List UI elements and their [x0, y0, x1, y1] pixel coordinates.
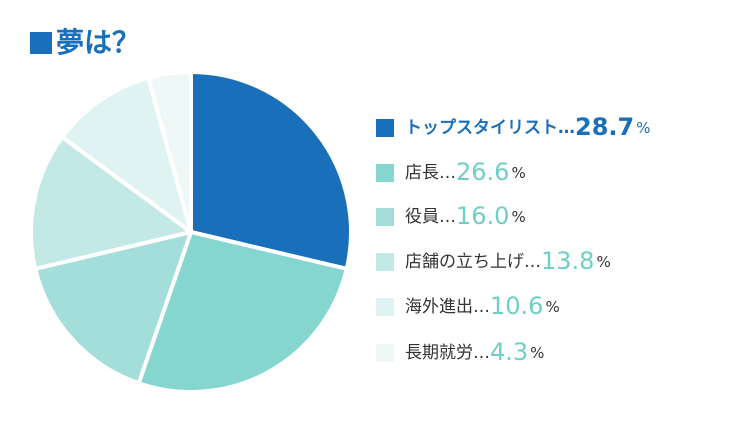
pie-slice: [29, 135, 193, 271]
pie-slice: [136, 230, 349, 394]
value-label: 16.0: [456, 202, 509, 230]
legend-swatch: [376, 298, 394, 316]
value-unit: %: [511, 164, 525, 182]
legend-label: 長期就労: [405, 343, 473, 363]
legend-separator: …: [439, 163, 456, 183]
chart-title: 夢は？: [56, 26, 140, 59]
legend-label: 海外進出: [405, 297, 473, 317]
value-label: 28.7: [575, 113, 634, 141]
legend-separator: …: [524, 252, 541, 272]
legend-swatch: [376, 253, 394, 271]
value-unit: %: [596, 253, 610, 271]
title-marker: [30, 32, 52, 54]
legend-label: 役員: [405, 207, 439, 227]
legend-entry: 店長…26.6%: [405, 158, 526, 186]
value-label: 13.8: [541, 247, 594, 275]
legend-label: 店舗の立ち上げ: [405, 252, 524, 272]
value-unit: %: [530, 344, 544, 362]
pie-slice: [146, 70, 193, 234]
legend-swatch: [376, 164, 394, 182]
legend-entry: トップスタイリスト…28.7%: [405, 113, 650, 141]
legend-swatch: [376, 119, 394, 137]
pie-slice: [189, 70, 353, 271]
value-unit: %: [545, 298, 559, 316]
legend-swatch: [376, 344, 394, 362]
legend-separator: …: [473, 343, 490, 363]
value-label: 4.3: [490, 338, 528, 366]
legend-label: 店長: [405, 163, 439, 183]
legend-entry: 海外進出…10.6%: [405, 292, 560, 320]
legend-separator: …: [558, 118, 575, 138]
legend-entry: 長期就労…4.3%: [405, 338, 544, 366]
legend-separator: …: [473, 297, 490, 317]
value-unit: %: [636, 119, 650, 137]
legend-swatch: [376, 208, 394, 226]
value-label: 26.6: [456, 158, 509, 186]
legend-label: トップスタイリスト: [405, 117, 558, 138]
legend-separator: …: [439, 207, 456, 227]
value-unit: %: [511, 208, 525, 226]
value-label: 10.6: [490, 292, 543, 320]
legend-entry: 店舗の立ち上げ…13.8%: [405, 247, 611, 275]
legend-entry: 役員…16.0%: [405, 202, 526, 230]
pie-slice: [33, 230, 193, 386]
